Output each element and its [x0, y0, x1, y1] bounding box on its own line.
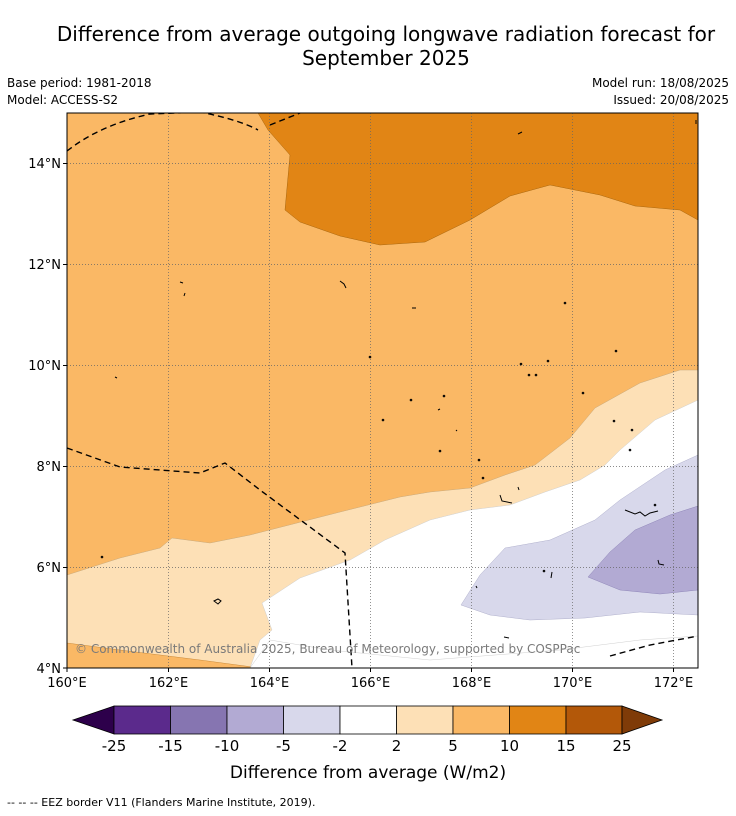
colorbar-tick: 5 [448, 737, 458, 755]
colorbar-bin [226, 705, 284, 735]
map-gridlines [67, 113, 698, 668]
band-10-15 [257, 113, 698, 246]
lon-label: 168°E [452, 676, 492, 691]
colorbar [71, 705, 664, 735]
lon-label: 162°E [149, 676, 189, 691]
eez-borders [67, 113, 698, 668]
colorbar-label: Difference from average (W/m2) [230, 763, 506, 783]
lat-label: 10°N [28, 359, 61, 374]
lon-label: 166°E [351, 676, 391, 691]
colorbar-tick: 25 [612, 737, 631, 755]
title-line-1: Difference from average outgoing longwav… [56, 22, 716, 46]
issued-date: Issued: 20/08/2025 [613, 93, 729, 107]
model-run: Model run: 18/08/2025 [591, 76, 729, 90]
colorbar-tick: 15 [556, 737, 575, 755]
base-period: Base period: 1981-2018 [7, 76, 152, 90]
lat-labels: 14°N 12°N 10°N 8°N 6°N 4°N [28, 157, 61, 677]
colorbar-tick: -2 [333, 737, 348, 755]
colorbar-bin [452, 705, 510, 735]
lon-label: 172°E [654, 676, 694, 691]
title-line-2: September 2025 [302, 46, 470, 70]
meta-right: Model run: 18/08/2025 Issued: 20/08/2025 [592, 75, 729, 109]
eez-legend-note: -- -- -- EEZ border V11 (Flanders Marine… [7, 796, 316, 809]
lon-labels: 160°E 162°E 164°E 166°E 168°E 170°E 172°… [47, 676, 693, 691]
meta-left: Base period: 1981-2018 Model: ACCESS-S2 [7, 75, 152, 109]
lat-label: 4°N [37, 662, 62, 677]
colorbar-over [621, 705, 664, 735]
colorbar-bin [283, 705, 341, 735]
chart-title: Difference from average outgoing longwav… [0, 22, 736, 70]
map-fields: © Commonwealth of Australia 2025, Bureau… [67, 113, 698, 668]
model-name: Model: ACCESS-S2 [7, 93, 119, 107]
colorbar-bin [339, 705, 397, 735]
colorbar-tick: 2 [392, 737, 402, 755]
band-5-10-sw [67, 642, 261, 668]
colorbar-bin [509, 705, 567, 735]
lon-label: 164°E [250, 676, 290, 691]
colorbar-ticks: -25 -15 -10 -5 -2 2 5 10 15 25 [102, 737, 632, 755]
colorbar-tick: 10 [500, 737, 519, 755]
colorbar-tick: -5 [276, 737, 291, 755]
colorbar-bin [396, 705, 454, 735]
lat-label: 12°N [28, 258, 61, 273]
lon-label: 160°E [47, 676, 87, 691]
lon-label: 170°E [553, 676, 593, 691]
lat-label: 8°N [37, 460, 62, 475]
lat-label: 6°N [37, 561, 62, 576]
axis-ticks [63, 163, 674, 672]
colorbar-bin [565, 705, 623, 735]
band-neg2-2-south [249, 635, 698, 668]
lat-label: 14°N [28, 157, 61, 172]
colorbar-bin [113, 705, 171, 735]
colorbar-tick: -15 [158, 737, 183, 755]
colorbar-bin [170, 705, 228, 735]
colorbar-tick: -25 [102, 737, 127, 755]
islands [100, 120, 697, 639]
map-frame [66, 112, 699, 669]
colorbar-tick: -10 [215, 737, 240, 755]
colorbar-under [71, 705, 115, 735]
band-neg10-neg5 [587, 505, 698, 595]
copyright-text: © Commonwealth of Australia 2025, Bureau… [75, 642, 580, 656]
